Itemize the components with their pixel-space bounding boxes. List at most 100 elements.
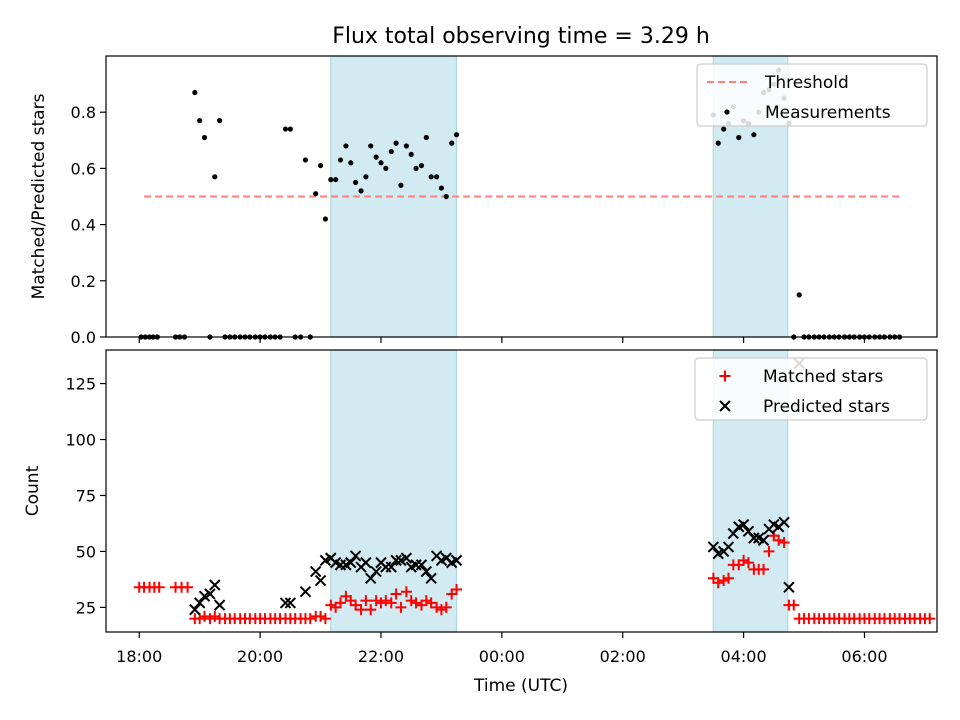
matched-star-point <box>773 534 785 546</box>
matched-star-point <box>375 597 387 609</box>
measurement-point <box>313 191 319 197</box>
measurement-point <box>358 188 364 194</box>
measurement-point <box>449 140 455 146</box>
measurement-point <box>212 174 218 180</box>
matched-star-point <box>712 577 724 589</box>
matched-star-point <box>758 563 770 575</box>
measurement-point <box>197 118 203 124</box>
measurement-point <box>413 165 419 171</box>
predicted-star-point <box>707 541 720 553</box>
measurement-point <box>302 157 309 163</box>
predicted-star-point <box>310 565 322 578</box>
predicted-star-point <box>193 597 206 609</box>
matched-star-point <box>355 604 367 616</box>
measurement-point <box>328 177 334 183</box>
predicted-star-point <box>385 561 397 573</box>
x-tick-label: 02:00 <box>600 647 646 666</box>
y-axis-label: Count <box>23 465 43 516</box>
matched-star-point <box>370 595 382 607</box>
axes-frame <box>105 349 938 633</box>
predicted-star-point <box>284 597 297 609</box>
matched-star-point <box>778 536 790 548</box>
matched-star-point <box>738 554 750 566</box>
measurement-point <box>317 162 324 169</box>
matched-star-point <box>194 613 206 625</box>
y-tick-label: 0.2 <box>71 272 96 291</box>
figure-title: Flux total observing time = 3.29 h <box>332 24 710 49</box>
x-tick-label: 22:00 <box>358 647 404 666</box>
predicted-star-point <box>748 532 760 544</box>
legend-predicted-swatch <box>719 400 731 412</box>
matched-star-point <box>435 604 447 616</box>
measurement-point <box>428 174 434 180</box>
matched-star-point <box>718 575 730 587</box>
matched-star-point <box>209 610 221 622</box>
measurement-point <box>418 162 425 169</box>
legend-label: Matched stars <box>763 367 883 387</box>
predicted-star-point <box>349 550 362 562</box>
measurement-point <box>282 126 289 132</box>
legend-box <box>696 63 928 127</box>
measurement-point <box>378 160 384 166</box>
predicted-star-point <box>737 518 750 531</box>
matched-star-point <box>153 581 165 593</box>
predicted-star-point <box>279 597 292 609</box>
y-tick-label: 25 <box>76 598 96 617</box>
bottom-panel: 25 50 75 100 125 Count 18:00 20:00 22:00 00:00 02:… <box>23 349 938 666</box>
x-tick-label: 04:00 <box>721 647 767 666</box>
predicted-star-point <box>299 586 312 598</box>
matched-star-point <box>360 595 372 607</box>
matched-star-point <box>380 595 392 607</box>
measurement-point <box>353 179 359 186</box>
predicted-star-point <box>722 541 735 553</box>
measurement-point <box>796 292 802 298</box>
measurement-point <box>287 126 293 132</box>
measurement-point <box>333 177 339 183</box>
matched-star-point <box>315 610 327 622</box>
predicted-star-point <box>314 574 327 587</box>
measurement-point <box>398 182 404 188</box>
matched-star-point <box>410 597 422 609</box>
y-tick-label: 100 <box>65 431 96 450</box>
predicted-star-point <box>400 552 413 564</box>
axes-frame <box>105 55 938 338</box>
matched-star-point <box>400 586 412 598</box>
matched-star-point <box>395 601 407 613</box>
measurement-point <box>373 154 379 160</box>
legend-label: Threshold <box>764 73 849 93</box>
measurement-point <box>433 174 440 180</box>
measurement-point <box>383 165 389 171</box>
shaded-interval <box>330 349 458 633</box>
predicted-star-point <box>425 572 437 584</box>
matched-star-point <box>440 601 452 613</box>
predicted-star-point <box>370 565 382 578</box>
matched-star-point <box>742 557 754 569</box>
x-tick-label: 06:00 <box>841 647 887 666</box>
x-axis-label: Time (UTC) <box>473 676 568 696</box>
y-axis-label: Matched/Predicted stars <box>29 93 49 299</box>
matched-star-point <box>334 597 346 609</box>
measurement-point <box>337 157 344 163</box>
predicted-star-point <box>415 559 428 571</box>
y-tick-label: 0.0 <box>71 328 96 347</box>
measurement-point <box>363 174 369 180</box>
y-tick-label: 0.6 <box>71 159 96 178</box>
x-tick-label: 18:00 <box>116 647 162 666</box>
legend-measurement-swatch <box>724 109 730 115</box>
x-tick-label: 20:00 <box>237 647 283 666</box>
matched-star-point <box>788 599 800 611</box>
legend-box <box>694 357 928 421</box>
matched-star-point <box>204 613 216 625</box>
measurement-point <box>408 151 414 157</box>
measurement-point <box>217 118 223 124</box>
matched-star-point <box>199 610 211 622</box>
y-tick-label: 125 <box>65 375 96 394</box>
measurement-point <box>343 143 349 149</box>
y-tick-label: 75 <box>76 486 96 505</box>
predicted-star-point <box>778 516 790 529</box>
predicted-star-point <box>204 588 216 600</box>
shaded-interval <box>330 55 458 338</box>
measurement-point <box>192 89 198 96</box>
matched-star-point <box>420 595 432 607</box>
